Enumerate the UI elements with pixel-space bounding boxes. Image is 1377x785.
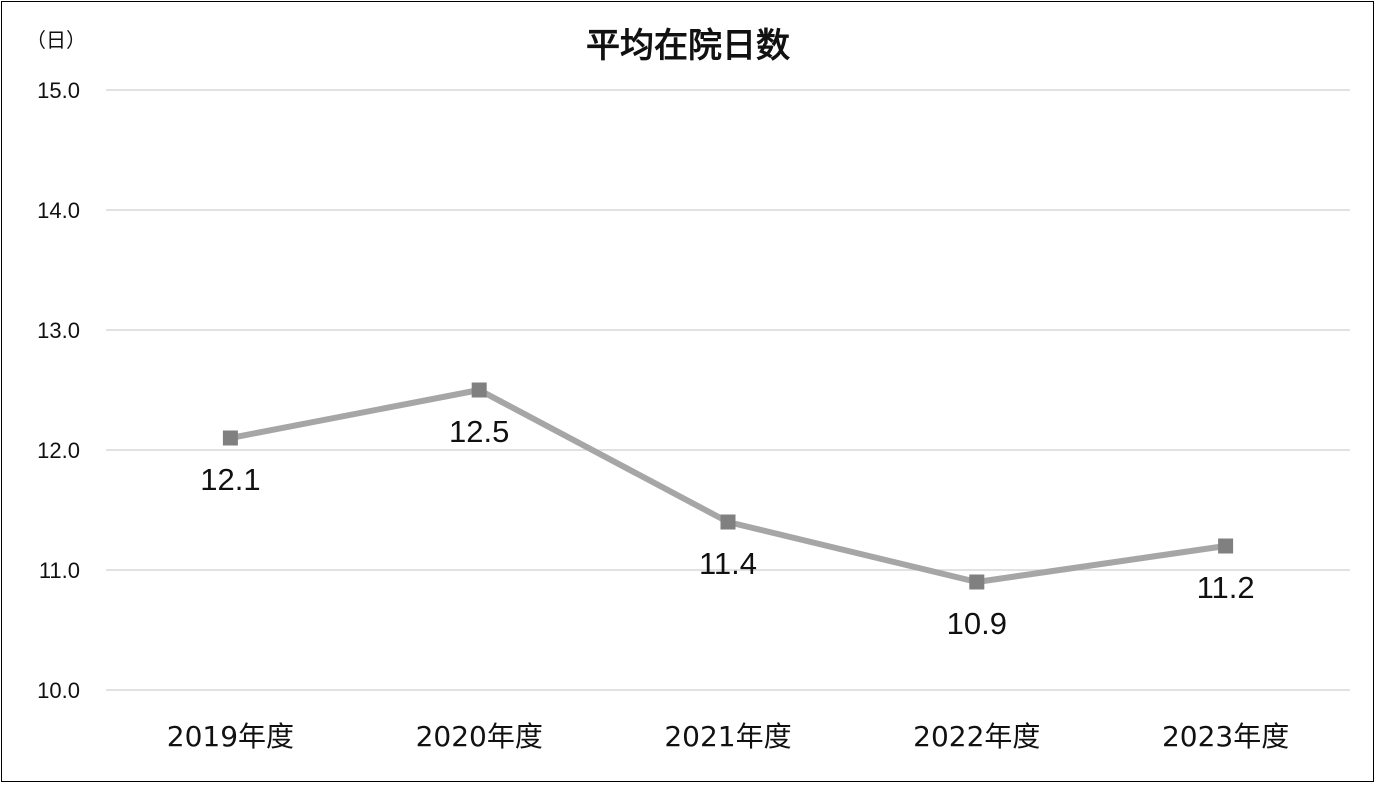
chart-title: 平均在院日数 — [586, 26, 790, 66]
data-labels: 12.1 12.5 11.4 10.9 11.2 — [200, 414, 1254, 641]
data-point-marker — [471, 382, 487, 398]
data-label: 12.1 — [200, 462, 260, 497]
x-tick-label: 2020年度 — [416, 720, 543, 753]
data-point-marker — [222, 430, 238, 446]
y-tick-label: 12.0 — [37, 438, 80, 463]
y-tick-label: 10.0 — [37, 678, 80, 703]
x-tick-label: 2023年度 — [1162, 720, 1289, 753]
y-tick-label: 15.0 — [37, 78, 80, 103]
y-axis-tick-labels: 10.0 11.0 12.0 13.0 14.0 15.0 — [37, 78, 80, 703]
gridlines — [106, 89, 1350, 691]
data-point-marker — [969, 574, 985, 590]
y-axis-unit-label: （日） — [26, 28, 86, 52]
data-point-marker — [720, 514, 736, 530]
x-tick-label: 2021年度 — [664, 720, 791, 753]
data-label: 12.5 — [449, 414, 509, 449]
x-tick-label: 2022年度 — [913, 720, 1040, 753]
y-tick-label: 14.0 — [37, 198, 80, 223]
x-axis-tick-labels: 2019年度 2020年度 2021年度 2022年度 2023年度 — [167, 720, 1289, 753]
series-average-length-of-stay — [222, 382, 1234, 590]
y-tick-label: 13.0 — [37, 318, 80, 343]
data-label: 11.4 — [699, 546, 757, 581]
x-tick-label: 2019年度 — [167, 720, 294, 753]
y-tick-label: 11.0 — [39, 558, 80, 583]
data-label: 11.2 — [1197, 570, 1255, 605]
data-point-marker — [1218, 538, 1234, 554]
data-label: 10.9 — [947, 606, 1007, 641]
